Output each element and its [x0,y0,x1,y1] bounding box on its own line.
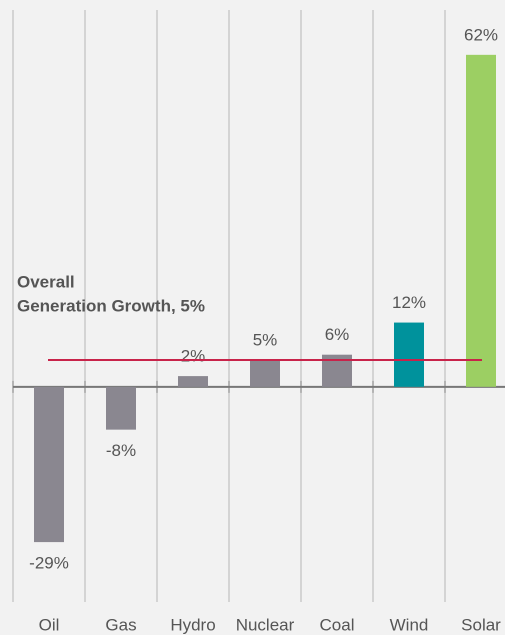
value-label: 12% [392,293,426,312]
bar [178,376,208,387]
value-label: 2% [181,347,206,366]
x-tick-label: Oil [39,615,60,634]
bar [394,322,424,387]
value-label: 6% [325,325,350,344]
bar [106,386,136,430]
x-tick-label: Nuclear [236,615,295,634]
x-tick-label: Coal [320,615,355,634]
x-tick-label: Gas [105,615,136,634]
value-label: 5% [253,331,278,350]
value-label: 62% [464,25,498,44]
x-tick-label: Solar [461,615,501,634]
annotation: Generation Growth, 5% [17,296,205,315]
value-label: -29% [29,554,69,573]
annotation: Overall [17,272,75,291]
x-tick-label: Wind [390,615,429,634]
bar [250,360,280,387]
x-tick-label: Hydro [170,615,215,634]
value-label: -8% [106,441,136,460]
bar [466,54,496,387]
bar [34,386,64,543]
